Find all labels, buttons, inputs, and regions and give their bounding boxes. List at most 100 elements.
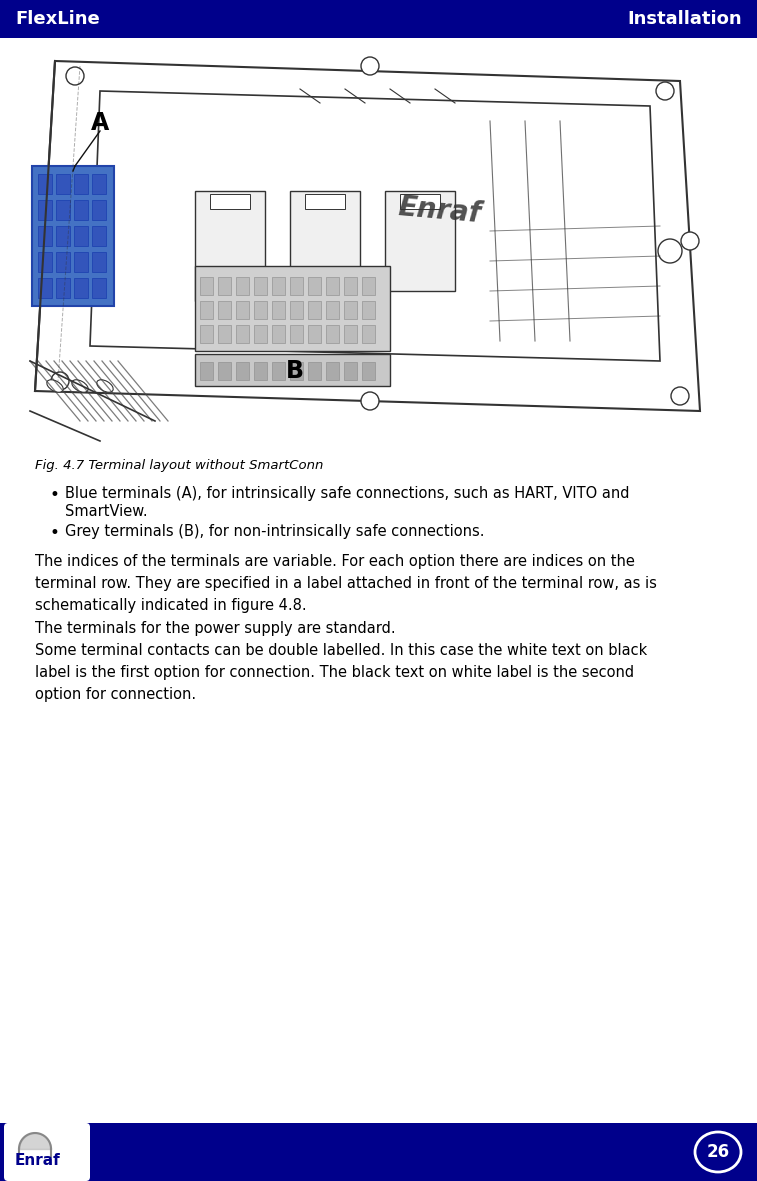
Bar bbox=[344, 278, 357, 295]
Bar bbox=[308, 325, 321, 342]
Bar bbox=[272, 301, 285, 319]
Bar bbox=[344, 301, 357, 319]
Bar bbox=[362, 363, 375, 380]
Bar bbox=[92, 174, 106, 194]
Bar bbox=[254, 301, 267, 319]
Bar bbox=[38, 174, 52, 194]
Circle shape bbox=[656, 81, 674, 100]
Bar bbox=[92, 252, 106, 272]
Bar bbox=[272, 363, 285, 380]
Bar bbox=[344, 325, 357, 342]
Bar bbox=[254, 278, 267, 295]
Bar bbox=[290, 325, 303, 342]
Bar bbox=[92, 200, 106, 220]
Bar bbox=[74, 200, 88, 220]
Bar bbox=[92, 226, 106, 246]
Bar bbox=[56, 174, 70, 194]
Bar bbox=[74, 226, 88, 246]
Text: Grey terminals (B), for non-intrinsically safe connections.: Grey terminals (B), for non-intrinsicall… bbox=[65, 524, 484, 539]
Bar bbox=[290, 301, 303, 319]
Polygon shape bbox=[35, 61, 700, 411]
Ellipse shape bbox=[695, 1133, 741, 1172]
Bar bbox=[74, 252, 88, 272]
Text: Enraf: Enraf bbox=[397, 194, 483, 229]
Polygon shape bbox=[90, 91, 660, 361]
Circle shape bbox=[41, 227, 59, 244]
Bar bbox=[56, 252, 70, 272]
Bar bbox=[308, 301, 321, 319]
Text: •: • bbox=[50, 524, 60, 542]
Text: Enraf: Enraf bbox=[15, 1153, 61, 1168]
Text: SmartView.: SmartView. bbox=[65, 504, 148, 518]
Bar bbox=[56, 226, 70, 246]
Bar bbox=[290, 278, 303, 295]
Bar bbox=[326, 301, 339, 319]
Bar bbox=[38, 200, 52, 220]
Text: B: B bbox=[286, 359, 304, 383]
Bar bbox=[236, 363, 249, 380]
Text: 26: 26 bbox=[706, 1143, 730, 1161]
Bar bbox=[92, 278, 106, 298]
Text: FlexLine: FlexLine bbox=[15, 9, 100, 28]
Bar bbox=[254, 325, 267, 342]
Bar bbox=[290, 191, 360, 296]
Bar bbox=[74, 174, 88, 194]
Bar bbox=[326, 363, 339, 380]
Bar bbox=[210, 194, 250, 209]
Bar bbox=[200, 278, 213, 295]
Bar bbox=[218, 278, 231, 295]
Bar bbox=[326, 278, 339, 295]
Ellipse shape bbox=[72, 380, 88, 392]
Bar bbox=[236, 325, 249, 342]
Circle shape bbox=[671, 387, 689, 405]
Text: Installation: Installation bbox=[628, 9, 742, 28]
Text: Fig. 4.7 Terminal layout without SmartConn: Fig. 4.7 Terminal layout without SmartCo… bbox=[35, 459, 323, 472]
Circle shape bbox=[51, 372, 69, 390]
Bar bbox=[236, 301, 249, 319]
Bar bbox=[236, 278, 249, 295]
Bar bbox=[74, 278, 88, 298]
Bar bbox=[38, 278, 52, 298]
Circle shape bbox=[681, 231, 699, 250]
Bar bbox=[344, 363, 357, 380]
Bar bbox=[38, 226, 52, 246]
Bar bbox=[385, 191, 455, 291]
Ellipse shape bbox=[97, 380, 114, 392]
Bar bbox=[362, 301, 375, 319]
Bar bbox=[56, 200, 70, 220]
Bar bbox=[0, 0, 757, 38]
Text: A: A bbox=[91, 111, 109, 135]
Bar bbox=[200, 363, 213, 380]
FancyBboxPatch shape bbox=[32, 167, 114, 306]
Bar bbox=[218, 325, 231, 342]
Bar bbox=[56, 278, 70, 298]
Bar bbox=[400, 194, 440, 209]
Text: •: • bbox=[50, 487, 60, 504]
Text: The indices of the terminals are variable. For each option there are indices on : The indices of the terminals are variabl… bbox=[35, 554, 657, 703]
Bar bbox=[254, 363, 267, 380]
Circle shape bbox=[361, 392, 379, 410]
Circle shape bbox=[66, 67, 84, 85]
Bar bbox=[326, 325, 339, 342]
Bar bbox=[200, 301, 213, 319]
Bar bbox=[305, 194, 345, 209]
Bar bbox=[195, 191, 265, 301]
Bar bbox=[362, 325, 375, 342]
Circle shape bbox=[361, 57, 379, 76]
Bar bbox=[0, 1123, 757, 1181]
Bar bbox=[308, 278, 321, 295]
Bar bbox=[290, 363, 303, 380]
Bar bbox=[218, 363, 231, 380]
FancyBboxPatch shape bbox=[4, 1123, 90, 1181]
Polygon shape bbox=[195, 266, 390, 351]
Bar bbox=[272, 325, 285, 342]
Bar bbox=[272, 278, 285, 295]
Bar bbox=[200, 325, 213, 342]
Polygon shape bbox=[195, 354, 390, 386]
Bar bbox=[218, 301, 231, 319]
Bar bbox=[308, 363, 321, 380]
Bar bbox=[362, 278, 375, 295]
Ellipse shape bbox=[47, 380, 63, 392]
Text: Blue terminals (A), for intrinsically safe connections, such as HART, VITO and: Blue terminals (A), for intrinsically sa… bbox=[65, 487, 630, 501]
Bar bbox=[38, 252, 52, 272]
